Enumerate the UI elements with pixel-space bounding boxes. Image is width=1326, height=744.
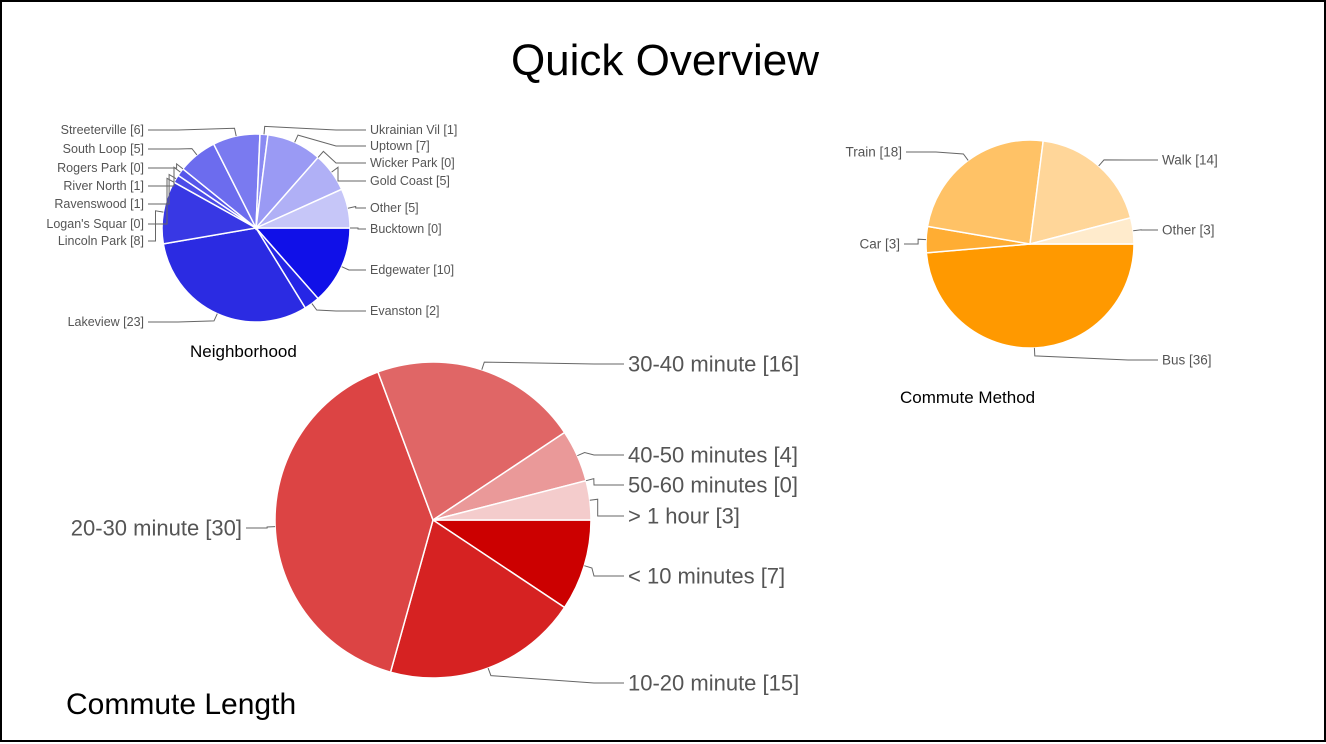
neighborhood-slice-logan-s-squar-leader-line	[148, 177, 175, 225]
commute-length-slice-40-50-minutes-leader-line	[577, 451, 624, 457]
commute-method-slice-train-label: Train [18]	[845, 145, 902, 160]
commute-length-caption: Commute Length	[66, 688, 297, 721]
neighborhood-slice-river-north-label: River North [1]	[63, 179, 144, 193]
neighborhood-slice-wicker-park-leader-line	[317, 150, 366, 164]
commute-method-slice-walk	[1029, 140, 1132, 246]
neighborhood-slice-lakeview-leader-line	[148, 313, 218, 323]
neighborhood-slice-river-north-leader-line	[148, 166, 181, 187]
slide-title: Quick Overview	[510, 36, 820, 85]
commute-length-slice-30-40-minute-label: 30-40 minute [16]	[628, 352, 799, 377]
commute-length-slice-20-30-minute-leader-line	[246, 526, 276, 529]
neighborhood-slice-rogers-park-leader-line	[148, 162, 184, 170]
commute-method-slice-car-label: Car [3]	[859, 237, 900, 252]
commute-method-slice-walk-label: Walk [14]	[1162, 153, 1218, 168]
commute-method-slice-car-leader-line	[904, 238, 927, 245]
commute-method-slice-other-leader-line	[1133, 229, 1158, 232]
commute-method-slice-train-leader-line	[906, 151, 969, 161]
commute-length-slice-30-40-minute	[376, 361, 566, 522]
neighborhood-slice-edgewater-label: Edgewater [10]	[370, 263, 454, 277]
commute-length-slice-50-60-minutes-leader-line	[585, 478, 624, 486]
commute-length-slice-30-40-minute-leader-line	[481, 361, 624, 370]
commute-length-slice-1-hour-label: > 1 hour [3]	[628, 504, 740, 529]
neighborhood-slice-lincoln-park-leader-line	[148, 210, 164, 242]
neighborhood-slice-edgewater	[254, 227, 351, 300]
commute-method-caption: Commute Method	[900, 388, 1036, 407]
commute-length-slice-10-minutes	[430, 519, 592, 609]
commute-length-slice-10-minutes-label: < 10 minutes [7]	[628, 564, 785, 589]
commute-method-slice-train	[926, 139, 1045, 245]
commute-method-slice-walk-leader-line	[1098, 159, 1158, 167]
commute-length-slice-20-30-minute-label: 20-30 minute [30]	[71, 516, 242, 541]
neighborhood-slice-ravenswood-leader-line	[148, 173, 177, 205]
commute-length-slice-20-30-minute	[274, 370, 434, 674]
neighborhood-slice-other-label: Other [5]	[370, 201, 419, 215]
neighborhood-slice-uptown-leader-line	[294, 134, 366, 147]
neighborhood-slice-evanston-label: Evanston [2]	[370, 304, 440, 318]
neighborhood-slice-streeterville-label: Streeterville [6]	[61, 123, 144, 137]
commute-length-slice-10-minutes-leader-line	[584, 565, 624, 577]
commute-method-slice-other-label: Other [3]	[1162, 223, 1215, 238]
neighborhood-slice-uptown-label: Uptown [7]	[370, 139, 430, 153]
neighborhood-slice-rogers-park-label: Rogers Park [0]	[57, 161, 144, 175]
neighborhood-slice-other-leader-line	[347, 205, 366, 209]
neighborhood-slice-lakeview-label: Lakeview [23]	[68, 315, 144, 329]
neighborhood-slice-south-loop-label: South Loop [5]	[63, 142, 144, 156]
neighborhood-slice-logan-s-squar-label: Logan's Squar [0]	[46, 217, 144, 231]
neighborhood-slice-edgewater-leader-line	[341, 266, 366, 271]
neighborhood-slice-bucktown-leader-line	[350, 227, 366, 230]
neighborhood-slice-ravenswood-label: Ravenswood [1]	[54, 197, 144, 211]
neighborhood-slice-south-loop-leader-line	[148, 148, 198, 156]
commute-method-slice-bus-label: Bus [36]	[1162, 353, 1212, 368]
neighborhood-slice-wicker-park-label: Wicker Park [0]	[370, 156, 455, 170]
commute-length-slice-40-50-minutes-label: 40-50 minutes [4]	[628, 443, 798, 468]
neighborhood-slice-lincoln-park-label: Lincoln Park [8]	[58, 234, 144, 248]
neighborhood-slice-ukrainian-vil-label: Ukrainian Vil [1]	[370, 123, 457, 137]
commute-length-slice-10-20-minute	[389, 518, 566, 679]
neighborhood-slice-evanston-leader-line	[311, 303, 366, 312]
neighborhood-caption: Neighborhood	[190, 342, 297, 361]
neighborhood-slice-streeterville-leader-line	[148, 127, 237, 137]
neighborhood-slice-gold-coast-leader-line	[331, 166, 366, 182]
commute-length-slice-50-60-minutes-label: 50-60 minutes [0]	[628, 473, 798, 498]
commute-method-slice-bus-leader-line	[1033, 347, 1158, 361]
commute-length-slice-10-20-minute-leader-line	[487, 667, 624, 684]
commute-method-slice-other	[1029, 216, 1135, 245]
neighborhood-slice-gold-coast-label: Gold Coast [5]	[370, 174, 450, 188]
neighborhood-slice-ukrainian-vil-leader-line	[263, 125, 366, 135]
commute-length-slice-10-20-minute-label: 10-20 minute [15]	[628, 671, 799, 696]
neighborhood-slice-bucktown-label: Bucktown [0]	[370, 222, 442, 236]
neighborhood-slice-lakeview	[162, 227, 307, 323]
commute-length-slice-1-hour-leader-line	[589, 498, 624, 517]
